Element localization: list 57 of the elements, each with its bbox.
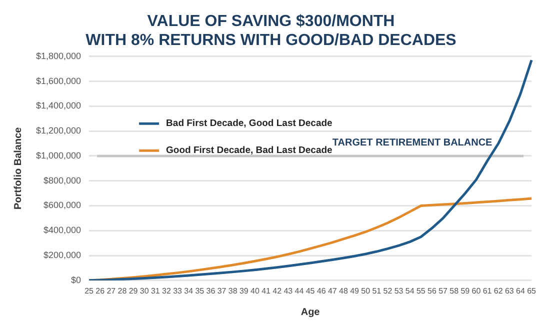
x-tick-label: 50	[361, 286, 371, 296]
y-tick-label: $1,400,000	[36, 100, 82, 111]
y-tick-label: $1,800,000	[36, 50, 82, 61]
x-tick-label: 37	[217, 286, 227, 296]
x-tick-label: 38	[228, 286, 238, 296]
x-tick-label: 63	[504, 286, 514, 296]
y-tick-label: $600,000	[43, 200, 82, 210]
x-tick-label: 57	[438, 286, 448, 296]
x-tick-label: 60	[472, 286, 482, 296]
x-tick-label: 62	[494, 286, 504, 296]
x-tick-label: 64	[516, 286, 526, 296]
x-tick-label: 47	[328, 286, 338, 296]
x-tick-label: 42	[272, 286, 282, 296]
x-tick-label: 49	[350, 286, 360, 296]
x-tick-label: 46	[316, 286, 326, 296]
x-tick-label: 33	[173, 286, 183, 296]
chart-title: VALUE OF SAVING $300/MONTH WITH 8% RETURNS WITH GOOD/BAD DECADES	[86, 13, 457, 50]
y-tick-label: $1,200,000	[36, 126, 82, 136]
y-tick-label: $400,000	[43, 225, 82, 236]
x-tick-label: 40	[250, 286, 260, 296]
x-tick-label: 39	[239, 286, 249, 296]
y-tick-label: $800,000	[43, 175, 82, 186]
x-tick-label: 41	[262, 286, 272, 296]
x-tick-label: 61	[482, 286, 492, 296]
legend-label: Bad First Decade, Good Last Decade	[166, 118, 332, 130]
x-tick-label: 43	[284, 286, 294, 296]
x-tick-label: 52	[383, 286, 393, 296]
ref-line-label: TARGET RETIREMENT BALANCE	[332, 138, 493, 149]
y-axis-title: Portfolio Balance	[12, 126, 24, 210]
x-axis-title: Age	[300, 306, 320, 318]
x-tick-label: 34	[184, 286, 194, 296]
x-tick-label: 36	[206, 286, 216, 296]
x-tick-label: 59	[460, 286, 470, 296]
x-tick-label: 58	[450, 286, 460, 296]
x-tick-label: 53	[394, 286, 404, 296]
x-tick-label: 26	[96, 286, 106, 296]
x-tick-label: 65	[527, 286, 537, 296]
x-tick-label: 55	[416, 286, 426, 296]
x-tick-label: 56	[428, 286, 437, 296]
x-tick-label: 48	[339, 286, 348, 296]
x-tick-label: 51	[372, 286, 382, 296]
x-tick-label: 25	[84, 286, 94, 296]
x-tick-label: 45	[306, 286, 316, 296]
x-tick-label: 54	[405, 286, 415, 296]
x-tick-label: 35	[195, 286, 205, 296]
y-tick-label: $0	[71, 274, 82, 285]
x-tick-label: 32	[162, 286, 172, 296]
x-tick-label: 29	[128, 286, 138, 296]
x-tick-label: 27	[106, 286, 116, 296]
legend-label: Good First Decade, Bad Last Decade	[166, 145, 332, 156]
x-tick-label: 44	[294, 286, 304, 296]
y-tick-label: $1,000,000	[36, 150, 82, 160]
y-tick-label: $200,000	[43, 250, 82, 260]
x-tick-label: 28	[118, 286, 128, 296]
y-tick-label: $1,600,000	[36, 76, 82, 86]
x-tick-label: 30	[140, 286, 150, 296]
x-tick-label: 31	[150, 286, 160, 296]
